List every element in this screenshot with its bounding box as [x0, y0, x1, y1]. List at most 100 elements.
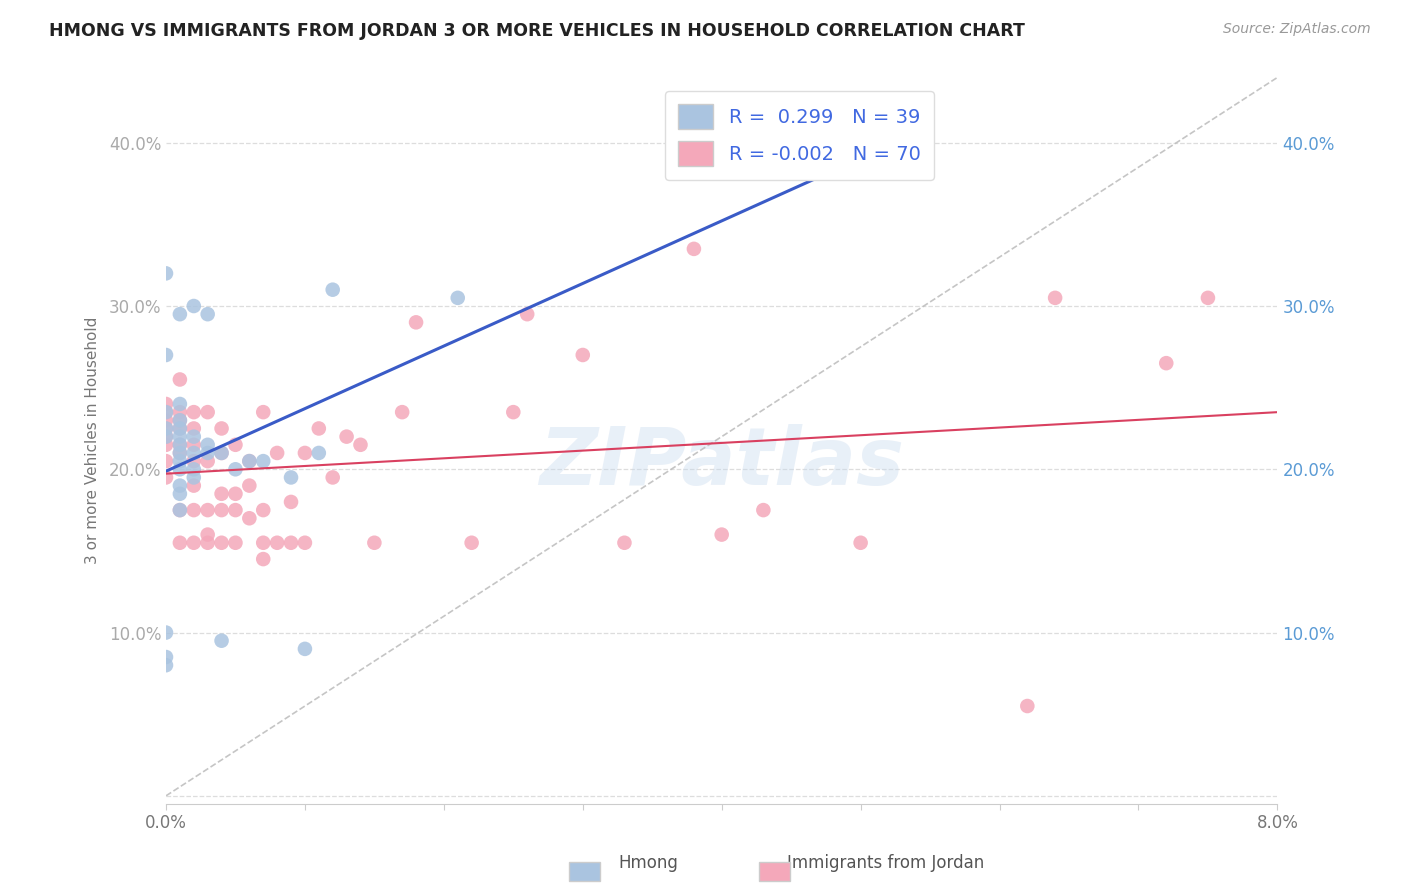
- Point: [155, 429, 177, 443]
- Point: [308, 421, 330, 435]
- Point: [183, 429, 205, 443]
- Point: [211, 421, 233, 435]
- Point: [155, 658, 177, 673]
- Point: [155, 470, 177, 484]
- Text: HMONG VS IMMIGRANTS FROM JORDAN 3 OR MORE VEHICLES IN HOUSEHOLD CORRELATION CHAR: HMONG VS IMMIGRANTS FROM JORDAN 3 OR MOR…: [49, 22, 1025, 40]
- Point: [197, 405, 219, 419]
- Text: Hmong: Hmong: [619, 855, 679, 872]
- Point: [169, 535, 191, 549]
- Point: [197, 503, 219, 517]
- Point: [183, 421, 205, 435]
- Point: [405, 315, 427, 329]
- Point: [183, 446, 205, 460]
- Point: [169, 454, 191, 468]
- Point: [349, 438, 371, 452]
- Point: [169, 446, 191, 460]
- Point: [266, 446, 288, 460]
- Point: [169, 413, 191, 427]
- Point: [252, 405, 274, 419]
- Point: [571, 348, 593, 362]
- Point: [613, 535, 636, 549]
- Point: [238, 478, 260, 492]
- Point: [169, 446, 191, 460]
- Point: [391, 405, 413, 419]
- Point: [322, 283, 344, 297]
- Point: [447, 291, 470, 305]
- Y-axis label: 3 or more Vehicles in Household: 3 or more Vehicles in Household: [86, 317, 100, 565]
- Point: [211, 535, 233, 549]
- Point: [183, 470, 205, 484]
- Point: [266, 535, 288, 549]
- Point: [238, 511, 260, 525]
- Point: [197, 535, 219, 549]
- Point: [224, 503, 246, 517]
- Point: [183, 299, 205, 313]
- Point: [169, 372, 191, 386]
- Point: [155, 266, 177, 280]
- Point: [197, 307, 219, 321]
- Point: [363, 535, 385, 549]
- Point: [224, 487, 246, 501]
- Point: [155, 397, 177, 411]
- Point: [169, 438, 191, 452]
- Point: [155, 429, 177, 443]
- Point: [238, 454, 260, 468]
- Point: [169, 307, 191, 321]
- Point: [252, 503, 274, 517]
- Point: [169, 503, 191, 517]
- Point: [211, 446, 233, 460]
- Point: [155, 405, 177, 419]
- Point: [169, 421, 191, 435]
- Point: [460, 535, 482, 549]
- Point: [169, 478, 191, 492]
- Point: [155, 454, 177, 468]
- Point: [224, 535, 246, 549]
- Point: [224, 462, 246, 476]
- Point: [280, 535, 302, 549]
- Point: [155, 413, 177, 427]
- Point: [155, 405, 177, 419]
- Point: [169, 462, 191, 476]
- Legend: R =  0.299   N = 39, R = -0.002   N = 70: R = 0.299 N = 39, R = -0.002 N = 70: [665, 91, 935, 179]
- Point: [294, 446, 316, 460]
- Point: [169, 438, 191, 452]
- Point: [252, 552, 274, 566]
- Point: [1197, 291, 1219, 305]
- Point: [197, 454, 219, 468]
- Point: [252, 535, 274, 549]
- Point: [155, 348, 177, 362]
- Point: [1154, 356, 1177, 370]
- Point: [710, 527, 733, 541]
- Point: [211, 503, 233, 517]
- Point: [294, 535, 316, 549]
- Point: [183, 535, 205, 549]
- Point: [849, 535, 872, 549]
- Point: [155, 421, 177, 435]
- Point: [502, 405, 524, 419]
- Point: [169, 413, 191, 427]
- Point: [294, 641, 316, 656]
- Point: [169, 487, 191, 501]
- Point: [155, 421, 177, 435]
- Point: [183, 405, 205, 419]
- Point: [183, 503, 205, 517]
- Point: [863, 112, 886, 126]
- Text: Immigrants from Jordan: Immigrants from Jordan: [787, 855, 984, 872]
- Point: [197, 438, 219, 452]
- Point: [252, 454, 274, 468]
- Point: [155, 625, 177, 640]
- Point: [238, 454, 260, 468]
- Point: [183, 478, 205, 492]
- Point: [169, 429, 191, 443]
- Point: [516, 307, 538, 321]
- Point: [308, 446, 330, 460]
- Point: [211, 446, 233, 460]
- Point: [169, 421, 191, 435]
- Point: [211, 633, 233, 648]
- Point: [155, 650, 177, 665]
- Point: [1043, 291, 1066, 305]
- Point: [752, 503, 775, 517]
- Point: [211, 487, 233, 501]
- Point: [155, 438, 177, 452]
- Point: [336, 429, 359, 443]
